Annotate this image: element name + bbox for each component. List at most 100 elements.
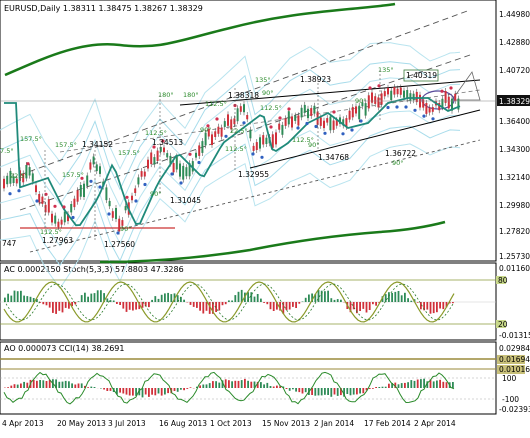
ao-bar <box>302 388 304 394</box>
fractal-dot <box>26 162 29 165</box>
candle-body <box>214 131 216 137</box>
ac-bar <box>10 296 12 302</box>
ao-bar <box>122 388 124 394</box>
fractal-dot <box>89 180 92 183</box>
fractal-dot <box>368 86 371 89</box>
ao-bar <box>228 380 230 388</box>
ac-bar <box>78 301 80 302</box>
ac-bar <box>90 294 92 302</box>
ao-tick: -100 <box>502 395 519 404</box>
ac-bar <box>407 298 409 302</box>
fractal-dot <box>440 90 443 93</box>
ao-header: AO 0.000073 CCI(14) 38.2691 <box>4 344 124 353</box>
ao-bar <box>14 384 16 388</box>
ac-bar <box>84 293 86 302</box>
candle-body <box>381 93 383 104</box>
candle-body <box>176 157 178 170</box>
candle-body <box>221 128 223 137</box>
price-annotation: 1.36722 <box>385 149 416 158</box>
ao-bar <box>126 388 128 395</box>
time-label: 16 Aug 2013 <box>159 419 207 428</box>
angle-annotation: 180° <box>183 91 199 99</box>
candle-body <box>70 204 72 212</box>
price-tick: 1.42880 <box>499 38 530 47</box>
candle-body <box>281 125 283 135</box>
ao-bar <box>87 387 89 388</box>
ao-bar <box>442 382 444 388</box>
ao-bar <box>295 388 297 392</box>
ac-bar <box>398 291 400 302</box>
candle-body <box>96 164 98 171</box>
angle-annotation: 157.5° <box>62 171 84 179</box>
ao-bar <box>71 383 73 388</box>
candle-body <box>54 216 56 224</box>
candle-body <box>163 148 165 153</box>
price-annotation: 1.38923 <box>300 75 331 84</box>
fractal-dot <box>395 105 398 108</box>
price-tick: 1.40720 <box>499 66 530 75</box>
fractal-dot <box>35 199 38 202</box>
ac-bar <box>135 302 137 310</box>
angle-annotation: 90° <box>355 97 367 105</box>
candle-body <box>35 185 37 192</box>
ac-bar <box>49 302 51 308</box>
candle-body <box>61 220 63 225</box>
candle-body <box>32 173 34 181</box>
ac-bar <box>442 302 444 309</box>
ao-bar <box>382 387 384 388</box>
ao-bar <box>260 382 262 388</box>
fractal-dot <box>431 117 434 120</box>
candle-body <box>77 190 79 201</box>
candle-body <box>291 116 293 127</box>
ac-bar <box>337 299 339 302</box>
candle-body <box>141 171 143 177</box>
fractal-dot <box>242 121 245 124</box>
price-tick: 1.29980 <box>499 201 530 210</box>
candle-body <box>150 153 152 165</box>
ao-bar <box>177 388 179 392</box>
time-axis: 4 Apr 2013 20 May 2013 3 Jul 2013 16 Aug… <box>2 419 456 428</box>
ao-bar <box>36 381 38 388</box>
ao-bar <box>356 388 358 394</box>
price-annotation: 1.34152 <box>82 140 113 149</box>
ao-bar <box>266 383 268 388</box>
time-label: 1 Oct 2013 <box>210 419 252 428</box>
ac-bar <box>436 302 438 312</box>
ac-bar <box>430 302 432 314</box>
ao-bar <box>58 382 60 388</box>
ao-tick: 0.029843 <box>499 344 530 353</box>
ac-bar <box>270 302 272 309</box>
ac-bar <box>154 296 156 302</box>
ao-bar <box>292 388 294 389</box>
ao-bar <box>298 388 300 392</box>
angle-annotation: 90° <box>392 159 404 167</box>
time-label: 15 Nov 2013 <box>262 419 310 428</box>
ao-bar <box>375 387 377 388</box>
candle-body <box>403 91 405 98</box>
fractal-dot <box>260 156 263 159</box>
ac-bar <box>394 292 396 302</box>
fractal-dot <box>197 161 200 164</box>
time-label: 4 Apr 2013 <box>2 419 44 428</box>
fractal-dot <box>71 216 74 219</box>
candle-body <box>125 206 127 210</box>
ao-bar <box>158 388 160 394</box>
ao-bar <box>174 388 176 391</box>
candle-body <box>397 89 399 95</box>
ao-bar <box>151 388 153 395</box>
candle-body <box>326 118 328 123</box>
candle-body <box>157 151 159 161</box>
ac-bar <box>161 295 163 302</box>
ao-bar <box>250 382 252 388</box>
ac-bar <box>119 302 121 305</box>
candle-body <box>99 166 101 174</box>
ao-tick: 0.01694 <box>499 355 530 364</box>
ao-bar <box>94 387 96 388</box>
candle-body <box>368 95 370 108</box>
candle-body <box>425 103 427 114</box>
price-tick: 1.34300 <box>499 145 530 154</box>
angle-annotation: 112.5° <box>40 228 62 236</box>
candle-body <box>429 108 431 113</box>
ao-bar <box>26 383 28 388</box>
